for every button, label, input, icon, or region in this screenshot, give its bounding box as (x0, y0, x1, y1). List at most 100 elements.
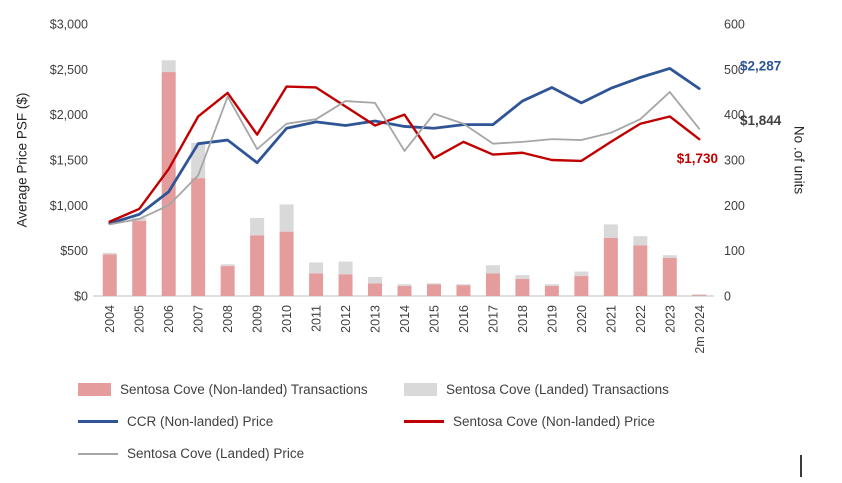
legend-item-landed-transactions: Sentosa Cove (Landed) Transactions (404, 381, 669, 398)
bar-sentosa-cove-landed-transactions (456, 284, 471, 286)
bar-sentosa-cove-non-landed-transactions (397, 286, 412, 296)
right-axis-tick: 600 (724, 18, 745, 32)
legend-label-landed-price: Sentosa Cove (Landed) Price (127, 446, 305, 461)
bar-sentosa-cove-landed-transactions (544, 284, 559, 287)
x-axis-label: 2009 (251, 305, 265, 333)
right-axis-tick: 0 (724, 290, 731, 304)
left-axis-tick: $1,500 (50, 154, 88, 168)
bar-sentosa-cove-landed-transactions (397, 284, 412, 287)
left-axis-tick: $2,000 (50, 108, 88, 122)
bar-sentosa-cove-non-landed-transactions (132, 220, 147, 296)
bar-sentosa-cove-non-landed-transactions (603, 237, 618, 296)
bar-sentosa-cove-non-landed-transactions (309, 273, 324, 296)
bar-sentosa-cove-non-landed-transactions (456, 285, 471, 296)
legend-swatch-nonlanded-price (404, 420, 444, 423)
bar-sentosa-cove-landed-transactions (603, 224, 618, 238)
left-axis-tick: $2,500 (50, 63, 88, 77)
bar-sentosa-cove-landed-transactions (426, 283, 441, 285)
right-axis-tick: 500 (724, 63, 745, 77)
x-axis-label: 2012 (339, 305, 353, 333)
x-axis-label: 2021 (604, 305, 618, 333)
bar-sentosa-cove-landed-transactions (338, 261, 353, 275)
legend-label-landed-transactions: Sentosa Cove (Landed) Transactions (446, 382, 669, 397)
left-axis-tick: $500 (60, 244, 88, 258)
x-axis-label: 2015 (427, 305, 441, 333)
legend-item-ccr-price: CCR (Non-landed) Price (78, 413, 404, 430)
right-axis-tick: 200 (724, 199, 745, 213)
right-axis-tick: 400 (724, 108, 745, 122)
bar-sentosa-cove-non-landed-transactions (544, 286, 559, 296)
bar-sentosa-cove-landed-transactions (161, 60, 176, 73)
bar-sentosa-cove-non-landed-transactions (279, 231, 294, 296)
x-axis-label: 2022 (634, 305, 648, 333)
chart-legend: Sentosa Cove (Non-landed) Transactions S… (78, 381, 669, 462)
bar-sentosa-cove-non-landed-transactions (102, 254, 117, 296)
bar-sentosa-cove-non-landed-transactions (692, 294, 707, 296)
legend-swatch-ccr-price (78, 420, 118, 423)
bar-sentosa-cove-landed-transactions (692, 294, 707, 296)
right-axis-tick: 300 (724, 154, 745, 168)
right-axis-title: No .of units (791, 125, 807, 195)
x-axis-label: 2004 (103, 305, 117, 333)
left-axis-tick: $0 (74, 290, 88, 304)
bar-sentosa-cove-landed-transactions (485, 265, 500, 274)
x-axis-label: 2m 2024 (693, 305, 707, 354)
x-axis-label: 2008 (221, 305, 235, 333)
x-axis-label: 2007 (192, 305, 206, 333)
legend-label-nonlanded-price: Sentosa Cove (Non-landed) Price (453, 414, 655, 429)
x-axis-label: 2005 (133, 305, 147, 333)
left-axis-tick: $1,000 (50, 199, 88, 213)
x-axis-label: 2014 (398, 305, 412, 333)
line-sentosa-cove-non-landed-price (108, 85, 701, 223)
bar-sentosa-cove-non-landed-transactions (220, 266, 235, 296)
legend-swatch-landed-price (78, 452, 118, 455)
right-axis-tick: 100 (724, 244, 745, 258)
bar-sentosa-cove-landed-transactions (279, 204, 294, 232)
price-transactions-combo-chart: $0 $500 $1,000 $1,500 $2,000 $2,500 $3,000 0 100… (50, 18, 782, 354)
bar-sentosa-cove-landed-transactions (574, 271, 589, 277)
legend-item-landed-price: Sentosa Cove (Landed) Price (78, 445, 404, 462)
left-axis-tick: $3,000 (50, 18, 88, 32)
data-label-sentosa-cove-non-landed-price: $1,730 (677, 151, 718, 166)
bar-sentosa-cove-non-landed-transactions (250, 235, 265, 296)
data-label-ccr-non-landed-price: $2,287 (740, 59, 781, 74)
bar-sentosa-cove-landed-transactions (515, 275, 530, 279)
bar-sentosa-cove-non-landed-transactions (485, 273, 500, 296)
line-sentosa-cove-landed-price (108, 91, 701, 226)
x-axis-label: 2020 (575, 305, 589, 333)
bar-sentosa-cove-landed-transactions (662, 255, 677, 258)
bar-sentosa-cove-non-landed-transactions (515, 278, 530, 296)
x-axis-label: 2010 (280, 305, 294, 333)
x-axis-label: 2006 (162, 305, 176, 333)
legend-label-ccr-price: CCR (Non-landed) Price (127, 414, 274, 429)
text-cursor-artifact (800, 455, 802, 477)
data-label-sentosa-cove-landed-price: $1,844 (740, 113, 782, 128)
bar-sentosa-cove-landed-transactions (633, 236, 648, 246)
legend-item-nonlanded-price: Sentosa Cove (Non-landed) Price (404, 413, 669, 430)
line-ccr-non-landed-price (108, 67, 701, 225)
x-axis-label: 2019 (545, 305, 559, 333)
bar-sentosa-cove-landed-transactions (220, 264, 235, 267)
bar-sentosa-cove-non-landed-transactions (662, 257, 677, 296)
x-axis-label: 2016 (457, 305, 471, 333)
bar-sentosa-cove-non-landed-transactions (368, 283, 383, 296)
bar-sentosa-cove-non-landed-transactions (426, 284, 441, 296)
x-axis-label: 2011 (310, 305, 324, 332)
x-axis-label: 2023 (663, 305, 677, 333)
bar-sentosa-cove-landed-transactions (102, 252, 117, 255)
bar-sentosa-cove-landed-transactions (309, 262, 324, 274)
legend-swatch-landed-transactions (404, 383, 437, 396)
x-axis-label: 2017 (486, 305, 500, 333)
x-axis-label: 2018 (516, 305, 530, 333)
bar-sentosa-cove-landed-transactions (368, 276, 383, 284)
bar-sentosa-cove-non-landed-transactions (161, 72, 176, 296)
left-axis-title: Average Price PSF ($) (14, 92, 30, 228)
x-axis-label: 2013 (369, 305, 383, 333)
legend-label-nonlanded-transactions: Sentosa Cove (Non-landed) Transactions (120, 382, 368, 397)
bar-sentosa-cove-non-landed-transactions (338, 274, 353, 296)
bar-sentosa-cove-non-landed-transactions (633, 245, 648, 296)
bar-sentosa-cove-landed-transactions (250, 218, 265, 236)
legend-item-nonlanded-transactions: Sentosa Cove (Non-landed) Transactions (78, 381, 404, 398)
bar-sentosa-cove-non-landed-transactions (191, 178, 206, 296)
